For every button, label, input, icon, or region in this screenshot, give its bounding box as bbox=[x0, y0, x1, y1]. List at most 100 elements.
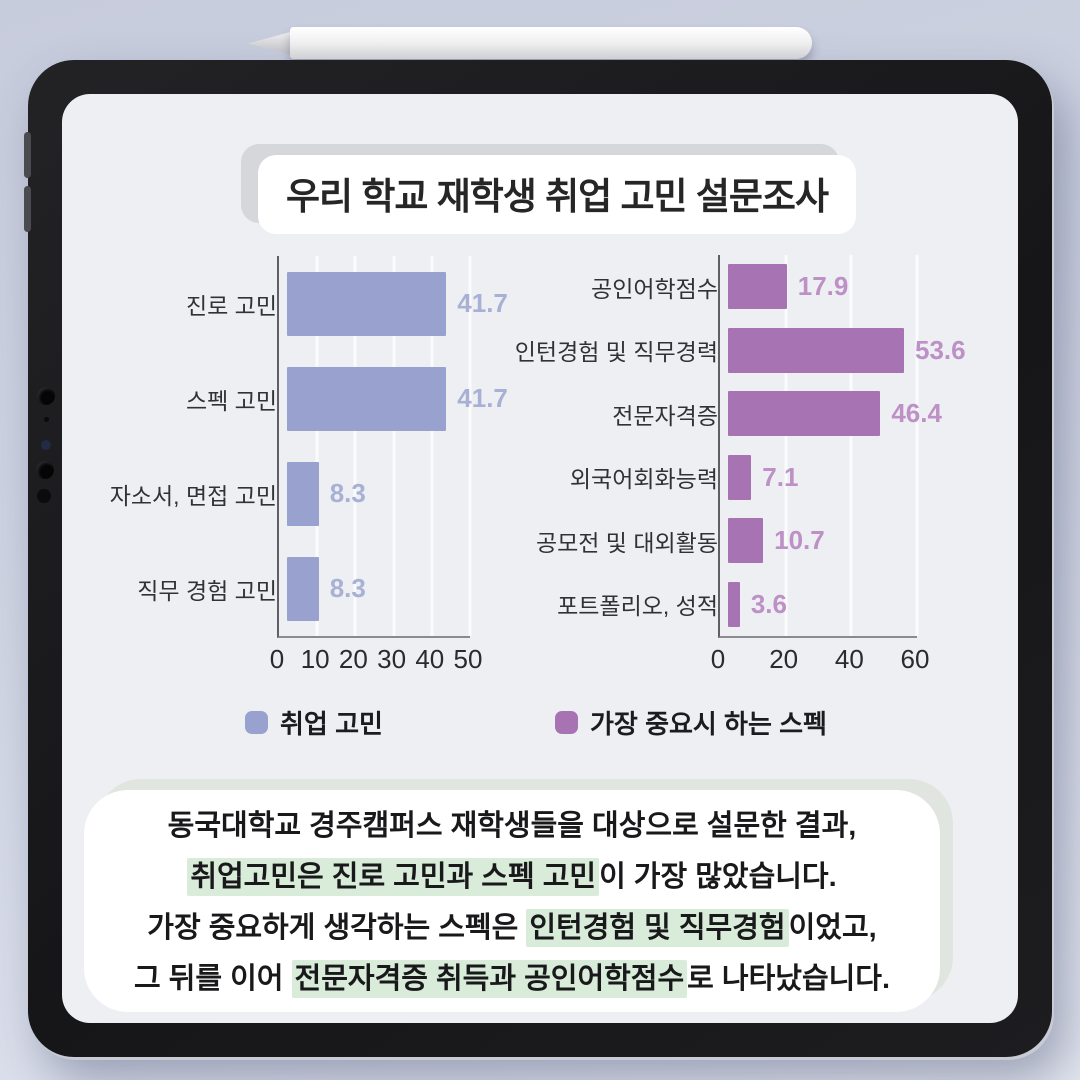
bar-value-label: 3.6 bbox=[750, 588, 787, 619]
chart-employment-concerns: 진로 고민 41.7 스펙 고민 41.7 자소서, 면접 고민 8.3 직무 경험 고민 8… bbox=[67, 256, 547, 686]
gridline bbox=[915, 255, 919, 636]
bar-track: 7.1 bbox=[728, 454, 925, 500]
camera-lens-icon bbox=[36, 461, 54, 479]
summary-card: 동국대학교 경주캠퍼스 재학생들을 대상으로 설문한 결과, 취업고민은 진로 고… bbox=[84, 790, 940, 1012]
tablet-screen: 우리 학교 재학생 취업 고민 설문조사 진로 고민 41.7 스펙 고민 41.7 자… bbox=[62, 94, 1018, 1023]
legend-label: 취업 고민 bbox=[280, 709, 383, 739]
legend-important-specs: 가장 중요시 하는 스펙 bbox=[555, 704, 827, 741]
bar-value-label: 7.1 bbox=[762, 461, 799, 492]
bar-row: 직무 경험 고민 8.3 bbox=[67, 541, 468, 636]
bar bbox=[728, 391, 881, 437]
legend-swatch-icon bbox=[245, 711, 268, 734]
bar-track: 3.6 bbox=[728, 581, 925, 627]
summary-line: 취업고민은 진로 고민과 스펙 고민 이 가장 많았습니다. bbox=[84, 852, 940, 903]
gridline bbox=[430, 256, 434, 636]
legend-label: 가장 중요시 하는 스펙 bbox=[590, 709, 827, 739]
category-label: 공모전 및 대외활동 bbox=[535, 529, 718, 556]
x-tick-label: 60 bbox=[900, 644, 930, 674]
x-tick-label: 40 bbox=[415, 644, 445, 674]
plot-area bbox=[277, 256, 472, 638]
summary-line: 가장 중요하게 생각하는 스펙은 인턴경험 및 직무경험 이었고, bbox=[84, 903, 940, 954]
bar-value-label: 10.7 bbox=[774, 525, 825, 556]
x-tick-label: 0 bbox=[269, 644, 285, 674]
camera-lens-icon bbox=[37, 387, 55, 405]
legend-swatch-icon bbox=[555, 711, 578, 734]
gridline bbox=[468, 256, 472, 636]
stylus-pencil-icon bbox=[290, 27, 812, 59]
summary-text: 그 뒤를 이어 bbox=[133, 963, 292, 995]
summary-text: 로 나타났습니다. bbox=[687, 963, 891, 995]
x-tick-label: 50 bbox=[453, 644, 483, 674]
bar-track: 10.7 bbox=[728, 518, 925, 564]
bar-track: 8.3 bbox=[287, 556, 478, 621]
category-label: 포트폴리오, 성적 bbox=[557, 593, 718, 620]
category-label: 외국어회화능력 bbox=[569, 466, 718, 493]
bar-track: 41.7 bbox=[287, 271, 508, 336]
tablet-frame: 우리 학교 재학생 취업 고민 설문조사 진로 고민 41.7 스펙 고민 41.7 자… bbox=[24, 60, 1052, 1057]
summary-line: 그 뒤를 이어 전문자격증 취득과 공인어학점수 로 나타났습니다. bbox=[84, 954, 940, 1005]
bar-rows: 공인어학점수 17.9 인턴경험 및 직무경력 53.6 전문자격증 46.4 외국어회화능… bbox=[478, 255, 966, 637]
category-label: 전문자격증 bbox=[612, 402, 718, 429]
highlighted-text: 인턴경험 및 직무경험 bbox=[526, 909, 789, 947]
volume-button-up bbox=[24, 132, 31, 178]
camera-flash-icon bbox=[37, 489, 51, 503]
category-label: 자소서, 면접 고민 bbox=[109, 482, 277, 509]
bar bbox=[728, 327, 904, 373]
summary-text: 가장 중요하게 생각하는 스펙은 bbox=[147, 912, 527, 944]
summary-text: 동국대학교 경주캠퍼스 재학생들을 대상으로 설문한 결과, bbox=[167, 810, 857, 842]
gridline bbox=[315, 256, 319, 636]
bar bbox=[287, 271, 447, 336]
bar-row: 진로 고민 41.7 bbox=[67, 256, 508, 351]
bar-row: 공인어학점수 17.9 bbox=[478, 255, 915, 319]
summary-line: 동국대학교 경주캠퍼스 재학생들을 대상으로 설문한 결과, bbox=[84, 801, 940, 852]
bar bbox=[728, 264, 787, 310]
bar bbox=[728, 581, 740, 627]
x-tick-label: 20 bbox=[338, 644, 368, 674]
camera-sensor-icon bbox=[41, 440, 51, 450]
highlighted-text: 취업고민은 진로 고민과 스펙 고민 bbox=[187, 858, 600, 896]
bar bbox=[728, 518, 764, 564]
x-tick-label: 0 bbox=[710, 644, 726, 674]
x-axis-ticks: 0 10 20 30 40 50 bbox=[270, 638, 483, 674]
bar-track: 46.4 bbox=[728, 391, 942, 437]
bar-row: 공모전 및 대외활동 10.7 bbox=[478, 509, 915, 573]
camera-mic-dot-icon bbox=[44, 417, 49, 422]
stylus-pencil-tip-icon bbox=[248, 31, 294, 55]
legend-employment-concerns: 취업 고민 bbox=[245, 704, 383, 741]
bar-value-label: 46.4 bbox=[891, 398, 942, 429]
volume-button-down bbox=[24, 186, 31, 232]
x-tick-label: 20 bbox=[769, 644, 799, 674]
bar-row: 외국어회화능력 7.1 bbox=[478, 446, 915, 510]
bar bbox=[728, 454, 752, 500]
bar-track: 17.9 bbox=[728, 264, 925, 310]
bar-row: 포트폴리오, 성적 3.6 bbox=[478, 573, 915, 637]
category-label: 인턴경험 및 직무경력 bbox=[514, 339, 718, 366]
x-tick-label: 10 bbox=[300, 644, 330, 674]
bar-row: 스펙 고민 41.7 bbox=[67, 351, 508, 446]
category-label: 스펙 고민 bbox=[185, 387, 277, 414]
bar bbox=[287, 556, 319, 621]
bar-value-label: 41.7 bbox=[457, 383, 508, 413]
bar bbox=[287, 366, 447, 431]
highlighted-text: 전문자격증 취득과 공인어학점수 bbox=[291, 960, 688, 998]
bar-track: 41.7 bbox=[287, 366, 508, 431]
chart-important-specs: 공인어학점수 17.9 인턴경험 및 직무경력 53.6 전문자격증 46.4 외국어회화능… bbox=[478, 255, 998, 685]
summary-text: 이 가장 많았습니다. bbox=[599, 861, 837, 893]
x-tick-label: 40 bbox=[834, 644, 864, 674]
bar-rows: 진로 고민 41.7 스펙 고민 41.7 자소서, 면접 고민 8.3 직무 경험 고민 8… bbox=[67, 256, 508, 636]
page-title-text: 우리 학교 재학생 취업 고민 설문조사 bbox=[286, 176, 829, 217]
summary-text: 이었고, bbox=[788, 912, 877, 944]
bar-value-label: 8.3 bbox=[329, 573, 366, 603]
x-axis-ticks: 0 20 40 60 bbox=[711, 638, 930, 674]
bar-value-label: 17.9 bbox=[797, 271, 849, 302]
bar-track: 53.6 bbox=[728, 327, 966, 373]
bar-row: 자소서, 면접 고민 8.3 bbox=[67, 446, 468, 541]
bar-value-label: 53.6 bbox=[914, 334, 966, 365]
bar-value-label: 41.7 bbox=[457, 288, 508, 318]
category-label: 직무 경험 고민 bbox=[137, 577, 277, 604]
x-tick-label: 30 bbox=[377, 644, 407, 674]
category-label: 진로 고민 bbox=[185, 292, 277, 319]
bar-track: 8.3 bbox=[287, 461, 478, 526]
bar-row: 전문자격증 46.4 bbox=[478, 382, 942, 446]
